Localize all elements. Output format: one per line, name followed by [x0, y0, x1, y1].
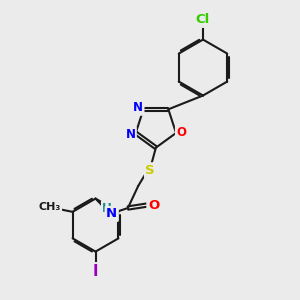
Text: N: N — [125, 128, 135, 141]
Text: CH₃: CH₃ — [38, 202, 61, 212]
Text: O: O — [176, 127, 186, 140]
Text: O: O — [148, 199, 159, 212]
Text: N: N — [106, 207, 117, 220]
Text: S: S — [146, 164, 155, 177]
Text: I: I — [93, 264, 98, 279]
Text: Cl: Cl — [196, 14, 210, 26]
Text: H: H — [102, 202, 112, 214]
Text: N: N — [133, 101, 143, 114]
